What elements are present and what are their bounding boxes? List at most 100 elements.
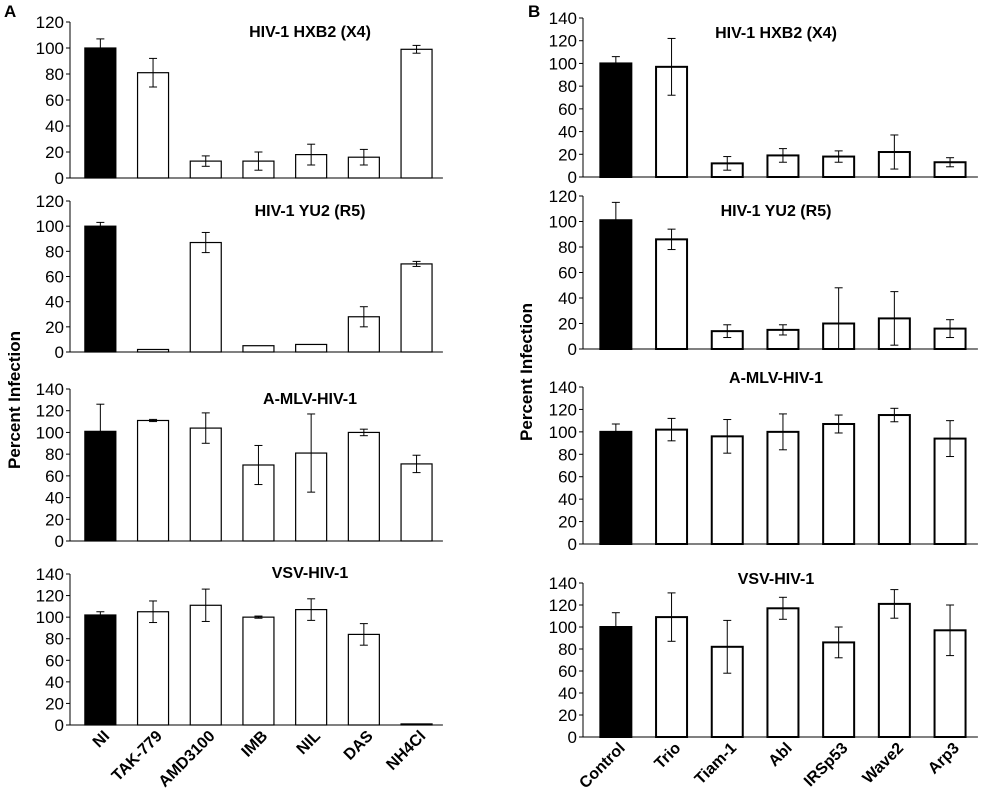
- y-tick-label: 140: [549, 574, 577, 593]
- error-bar: [611, 423, 620, 441]
- chart-a-1: 0 20 40 60 80 100 120 HIV-1 HXB2 (X4): [36, 13, 443, 188]
- y-tick-label: 100: [36, 217, 64, 236]
- chart-title: VSV-HIV-1: [272, 565, 349, 582]
- y-tick-label: 40: [45, 293, 64, 312]
- bar-imb: [242, 345, 275, 353]
- y-tick-label: 120: [549, 187, 577, 206]
- y-tick-label: 140: [549, 9, 577, 28]
- error-bar: [834, 626, 843, 659]
- error-bar: [946, 420, 955, 458]
- x-tick-label: NH4Cl: [383, 728, 429, 774]
- error-bar: [254, 444, 263, 486]
- bar-tak-779: [136, 611, 170, 726]
- y-tick-label: 140: [36, 380, 64, 399]
- error-bar: [890, 134, 899, 170]
- chart-title: HIV-1 HXB2 (X4): [715, 25, 837, 42]
- y-tick-label: 60: [45, 467, 64, 486]
- chart-b-2: 0 20 40 60 80 100 120 HIV-1 YU2 (R5): [549, 187, 978, 359]
- y-tick-label: 80: [45, 65, 64, 84]
- bar-control: [599, 626, 633, 738]
- y-axis-label-b: Percent Infection: [517, 303, 536, 441]
- error-bar: [307, 143, 316, 166]
- y-tick-label: 20: [45, 318, 64, 337]
- error-bar: [149, 600, 158, 624]
- y-tick-label: 100: [36, 608, 64, 627]
- chart-b-1: 0 20 40 60 80 100 120 140 HIV-1 HXB2 (X4): [549, 9, 978, 187]
- error-bar: [778, 148, 787, 163]
- error-bar: [890, 291, 899, 346]
- bar-tak-779: [136, 419, 170, 542]
- bar-amd3100: [189, 241, 222, 353]
- bar-ni: [84, 614, 117, 726]
- error-bar: [723, 156, 732, 171]
- bar-irsp53: [822, 423, 856, 545]
- bar-das: [347, 431, 380, 542]
- x-tick-label: Control: [576, 740, 628, 792]
- bar-wave2: [877, 414, 911, 545]
- error-bar: [359, 623, 368, 646]
- y-tick-label: 20: [558, 315, 577, 334]
- y-tick-label: 80: [45, 445, 64, 464]
- y-tick-label: 80: [558, 77, 577, 96]
- y-tick-label: 0: [55, 532, 64, 551]
- y-tick-label: 80: [45, 242, 64, 261]
- y-tick-label: 20: [45, 143, 64, 162]
- error-bar: [96, 403, 105, 459]
- bar-nil: [295, 343, 328, 353]
- y-tick-label: 0: [568, 168, 577, 187]
- y-tick-label: 20: [558, 145, 577, 164]
- error-bar: [149, 418, 158, 423]
- y-tick-label: 80: [558, 640, 577, 659]
- y-tick-label: 60: [45, 268, 64, 287]
- x-tick-label: Tiam-1: [692, 740, 740, 788]
- y-tick-label: 120: [549, 596, 577, 615]
- bar-control: [599, 62, 633, 178]
- error-bar: [890, 589, 899, 619]
- y-tick-label: 100: [549, 54, 577, 73]
- bar-nil: [295, 608, 328, 726]
- y-tick-label: 60: [558, 264, 577, 283]
- bar-das: [347, 633, 380, 726]
- y-tick-label: 60: [558, 662, 577, 681]
- chart-title: A-MLV-HIV-1: [729, 370, 823, 387]
- panel-label-b: B: [528, 2, 540, 21]
- y-tick-label: 120: [549, 32, 577, 51]
- chart-title: HIV-1 YU2 (R5): [721, 203, 832, 220]
- bar-nh4cl: [400, 48, 433, 179]
- y-tick-label: 40: [45, 489, 64, 508]
- bar-abl: [766, 607, 800, 738]
- y-tick-label: 0: [568, 728, 577, 747]
- y-tick-label: 40: [45, 673, 64, 692]
- error-bar: [946, 604, 955, 657]
- y-tick-label: 60: [45, 91, 64, 110]
- error-bar: [201, 231, 210, 254]
- bar-tak-779: [136, 348, 170, 353]
- bar-arp3: [933, 437, 967, 546]
- y-tick-label: 20: [558, 513, 577, 532]
- error-bar: [412, 260, 421, 267]
- y-tick-label: 140: [36, 565, 64, 584]
- error-bar: [611, 201, 620, 239]
- y-tick-label: 120: [36, 192, 64, 211]
- y-tick-label: 80: [558, 445, 577, 464]
- bar-control: [599, 219, 633, 350]
- error-bar: [834, 287, 843, 350]
- chart-a-2: 0 20 40 60 80 100 120 HIV-1 YU2 (R5): [36, 192, 443, 362]
- x-tick-label: Abl: [766, 740, 796, 770]
- y-axis-label-a: Percent Infection: [5, 331, 24, 469]
- x-tick-label: NIL: [294, 728, 324, 758]
- error-bar: [667, 417, 676, 442]
- bar-trio: [655, 238, 689, 351]
- x-tick-label: Arp3: [925, 740, 963, 778]
- bar-ni: [84, 225, 117, 353]
- error-bar: [778, 413, 787, 451]
- error-bar: [149, 57, 158, 88]
- x-tick-label: DAS: [341, 728, 377, 764]
- x-tick-label: Trio: [652, 740, 685, 773]
- y-tick-label: 20: [45, 510, 64, 529]
- error-bar: [359, 148, 368, 166]
- bar-tiam-1: [710, 435, 744, 546]
- error-bar: [359, 306, 368, 328]
- y-tick-label: 40: [558, 123, 577, 142]
